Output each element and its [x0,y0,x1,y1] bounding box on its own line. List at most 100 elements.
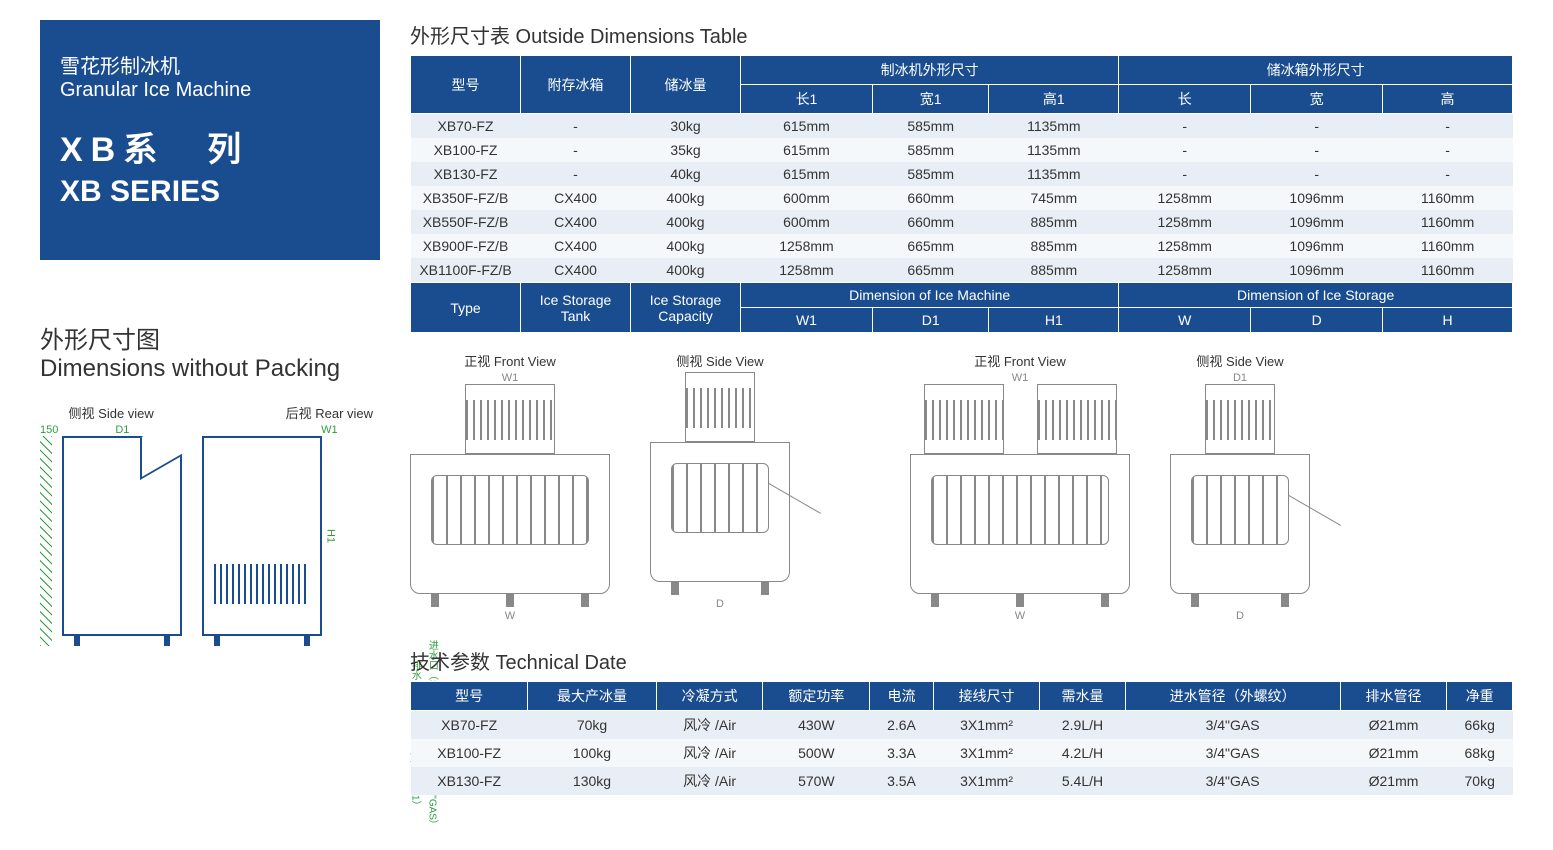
w1-dim2: W1 [910,372,1130,384]
th-h: 高 [1383,85,1513,114]
th-w1: 宽1 [872,85,988,114]
table-cell: 风冷 /Air [656,711,763,740]
storage-bin-icon2 [910,454,1130,594]
table-cell: Ø21mm [1340,739,1447,767]
table-cell: 3.3A [870,739,933,767]
th-type: 型号 [411,56,521,114]
table-cell: 1096mm [1251,258,1383,283]
ice-maker-icon-a [924,384,1004,454]
table-cell: 1096mm [1251,234,1383,258]
d-dim2: D [1170,610,1310,622]
tf-cap: Ice Storage Capacity [631,283,741,333]
th2-maxice: 最大产冰量 [528,682,656,711]
tf-stordim: Dimension of Ice Storage [1119,283,1513,308]
table-cell: 585mm [872,162,988,186]
table-row: XB130-FZ130kg风冷 /Air570W3.5A3X1mm²5.4L/H… [411,767,1513,795]
tf-icedim: Dimension of Ice Machine [741,283,1119,308]
th2-cooling: 冷凝方式 [656,682,763,711]
table-cell: 1135mm [989,114,1119,139]
table-cell: CX400 [521,210,631,234]
wall-hatch-icon [40,436,52,646]
tf-w: W [1119,308,1251,333]
w-dim: W [410,610,610,622]
table-cell: 660mm [872,186,988,210]
table-cell: 600mm [741,210,873,234]
dimensions-table: 型号 附存冰箱 储冰量 制冰机外形尺寸 储冰箱外形尺寸 长1 宽1 高1 长 宽… [410,55,1513,333]
table-cell: XB900F-FZ/B [411,234,521,258]
table-cell: - [521,114,631,139]
tf-d1: D1 [872,308,988,333]
side-view-label2: 侧视 Side View [650,351,790,370]
series-cn: XB系 列 [60,122,360,171]
table-cell: 2.9L/H [1040,711,1125,740]
tf-w1: W1 [741,308,873,333]
th-icedim: 制冰机外形尺寸 [741,56,1119,85]
double-side-diagram: 侧视 Side View D1 D [1170,351,1310,622]
table-cell: Ø21mm [1340,767,1447,795]
th2-weight: 净重 [1447,682,1513,711]
tf-tank: Ice Storage Tank [521,283,631,333]
side-view-diagram: 侧视 Side view 150 D1 [40,403,182,646]
table-cell: 风冷 /Air [656,739,763,767]
table-cell: 1135mm [989,138,1119,162]
th-l1: 长1 [741,85,873,114]
th-w: 宽 [1251,85,1383,114]
dim-heading-cn: 外形尺寸图 [40,320,380,355]
table-cell: 1258mm [1119,258,1251,283]
table-row: XB550F-FZ/BCX400400kg600mm660mm885mm1258… [411,210,1513,234]
table-cell: XB350F-FZ/B [411,186,521,210]
table-cell: 570W [763,767,870,795]
tf-type: Type [411,283,521,333]
w-dim2: W [910,610,1130,622]
product-name-en: Granular Ice Machine [60,79,360,102]
left-column: 雪花形制冰机 Granular Ice Machine XB系 列 XB SER… [40,20,380,830]
gap-150-label: 150 [40,424,58,436]
table-row: XB130-FZ-40kg615mm585mm1135mm--- [411,162,1513,186]
table-cell: 3.5A [870,767,933,795]
th2-inlet: 进水管径（外螺纹） [1125,682,1340,711]
table-cell: 3X1mm² [933,711,1040,740]
table-cell: 400kg [631,234,741,258]
double-front-diagram: 正视 Front View W1 W [910,351,1130,622]
th2-water: 需水量 [1040,682,1125,711]
table-cell: XB130-FZ [411,162,521,186]
table-cell: - [1119,114,1251,139]
machine-diagrams: 正视 Front View W1 W 侧视 Side View [410,351,1513,622]
technical-table: 型号 最大产冰量 冷凝方式 额定功率 电流 接线尺寸 需水量 进水管径（外螺纹）… [410,681,1513,795]
front-view-label: 正视 Front View [410,351,610,370]
th2-wire: 接线尺寸 [933,682,1040,711]
storage-bin-side-icon2 [1170,454,1310,594]
table-row: XB70-FZ70kg风冷 /Air430W2.6A3X1mm²2.9L/H3/… [411,711,1513,740]
table-cell: 1135mm [989,162,1119,186]
ice-maker-icon [465,384,555,454]
table-cell: 4.2L/H [1040,739,1125,767]
table-cell: - [1251,162,1383,186]
table-cell: 5.4L/H [1040,767,1125,795]
th2-power: 额定功率 [763,682,870,711]
th-stordim: 储冰箱外形尺寸 [1119,56,1513,85]
table-cell: 风冷 /Air [656,767,763,795]
table-cell: 1096mm [1251,186,1383,210]
table-cell: 1160mm [1383,258,1513,283]
table-cell: 3/4"GAS [1125,711,1340,740]
d1-dim: D1 [1170,372,1310,384]
table-cell: 3/4"GAS [1125,739,1340,767]
d-dim: D [650,598,790,610]
table-row: XB100-FZ-35kg615mm585mm1135mm--- [411,138,1513,162]
table-cell: Ø21mm [1340,711,1447,740]
table-row: XB900F-FZ/BCX400400kg1258mm665mm885mm125… [411,234,1513,258]
table-cell: - [1251,138,1383,162]
table-cell: 615mm [741,162,873,186]
table2-title: 技术参数 Technical Date [410,646,1513,675]
table-cell: - [1119,162,1251,186]
table-cell: 1258mm [1119,210,1251,234]
table-cell: XB550F-FZ/B [411,210,521,234]
tf-h1: H1 [989,308,1119,333]
w1-dim: W1 [410,372,610,384]
table-cell: 100kg [528,739,656,767]
title-block: 雪花形制冰机 Granular Ice Machine XB系 列 XB SER… [40,20,380,260]
table-cell: 3/4"GAS [1125,767,1340,795]
table-cell: 615mm [741,138,873,162]
th-cap: 储冰量 [631,56,741,114]
table-cell: 430W [763,711,870,740]
